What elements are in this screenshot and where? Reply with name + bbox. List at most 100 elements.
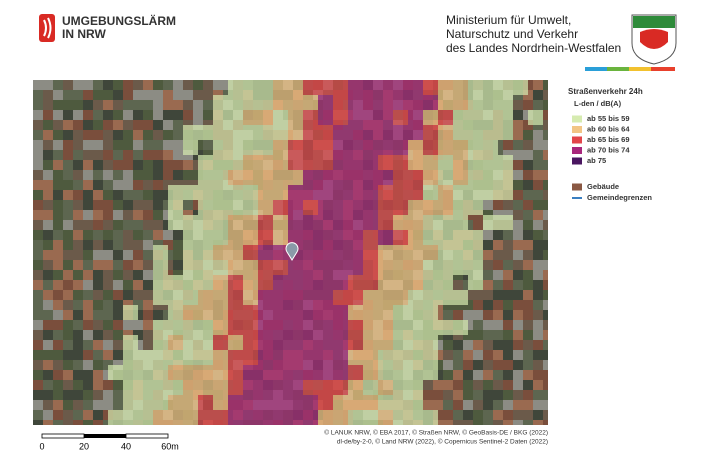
map-tile	[483, 420, 493, 425]
noise-cell	[288, 215, 303, 230]
noise-cell	[213, 320, 228, 335]
noise-cell	[318, 365, 333, 380]
noise-cell	[438, 140, 453, 155]
noise-cell	[453, 185, 468, 200]
map-tile	[163, 160, 173, 170]
noise-cell	[453, 290, 468, 305]
noise-cell	[438, 215, 453, 230]
noise-cell	[348, 140, 363, 155]
map-tile	[153, 100, 163, 110]
noise-cell	[333, 125, 348, 140]
noise-cell	[423, 95, 438, 110]
map-tile	[53, 320, 63, 330]
noise-cell	[243, 170, 258, 185]
map-tile	[203, 110, 213, 120]
map[interactable]	[33, 80, 548, 425]
map-tile	[83, 160, 93, 170]
map-tile	[33, 280, 43, 290]
map-tile	[483, 370, 493, 380]
map-tile	[133, 160, 143, 170]
noise-cell	[348, 350, 363, 365]
map-tile	[63, 140, 73, 150]
map-tile	[133, 220, 143, 230]
noise-cell	[318, 260, 333, 275]
noise-cell	[198, 380, 213, 395]
map-tile	[543, 350, 548, 360]
map-tile	[513, 240, 523, 250]
map-tile	[53, 360, 63, 370]
map-tile	[163, 110, 173, 120]
map-tile	[443, 340, 453, 350]
map-tile	[533, 370, 543, 380]
map-tile	[33, 230, 43, 240]
noise-cell	[318, 245, 333, 260]
noise-cell	[228, 380, 243, 395]
map-tile	[173, 250, 183, 260]
ministry-text: des Landes Nordrhein-Westfalen	[446, 41, 621, 55]
map-tile	[63, 200, 73, 210]
map-tile	[43, 170, 53, 180]
noise-cell	[393, 140, 408, 155]
noise-cell	[393, 305, 408, 320]
noise-cell	[333, 305, 348, 320]
map-tile	[493, 330, 503, 340]
noise-cell	[393, 275, 408, 290]
noise-cell	[348, 380, 363, 395]
noise-cell	[198, 230, 213, 245]
map-tile	[193, 80, 203, 90]
map-tile	[533, 340, 543, 350]
noise-cell	[378, 320, 393, 335]
noise-cell	[303, 215, 318, 230]
map-tile	[53, 240, 63, 250]
noise-cell	[453, 230, 468, 245]
noise-cell	[363, 230, 378, 245]
noise-cell	[258, 95, 273, 110]
map-tile	[533, 380, 543, 390]
coat-of-arms	[631, 14, 677, 65]
map-tile	[113, 220, 123, 230]
map-tile	[33, 340, 43, 350]
map-tile	[113, 140, 123, 150]
map-tile	[33, 260, 43, 270]
noise-cell	[468, 185, 483, 200]
map-tile	[483, 400, 493, 410]
noise-cell	[348, 410, 363, 425]
map-tile	[73, 90, 83, 100]
map-tile	[103, 230, 113, 240]
map-tile	[73, 300, 83, 310]
noise-cell	[453, 95, 468, 110]
noise-cell	[483, 215, 498, 230]
noise-cell	[288, 230, 303, 245]
noise-cell	[198, 170, 213, 185]
map-tile	[63, 290, 73, 300]
noise-cell	[393, 380, 408, 395]
map-tile	[83, 270, 93, 280]
legend-title: Straßenverkehr 24h	[568, 87, 643, 96]
map-tile	[533, 310, 543, 320]
map-tile	[543, 320, 548, 330]
map-tile	[153, 130, 163, 140]
map-tile	[33, 100, 43, 110]
map-tile	[493, 310, 503, 320]
map-tile	[503, 400, 513, 410]
map-tile	[503, 310, 513, 320]
map-tile	[43, 110, 53, 120]
map-tile	[43, 280, 53, 290]
map-tile	[493, 360, 503, 370]
noise-cell	[363, 140, 378, 155]
map-tile	[103, 190, 113, 200]
map-tile	[133, 130, 143, 140]
noise-cell	[423, 200, 438, 215]
map-tile	[123, 220, 133, 230]
map-tile	[63, 400, 73, 410]
noise-cell	[288, 80, 303, 95]
noise-cell	[273, 230, 288, 245]
map-tile	[513, 290, 523, 300]
map-tile	[513, 220, 523, 230]
noise-cell	[318, 320, 333, 335]
map-tile	[53, 300, 63, 310]
map-tile	[153, 150, 163, 160]
ministry-text: Ministerium für Umwelt,	[446, 13, 571, 27]
